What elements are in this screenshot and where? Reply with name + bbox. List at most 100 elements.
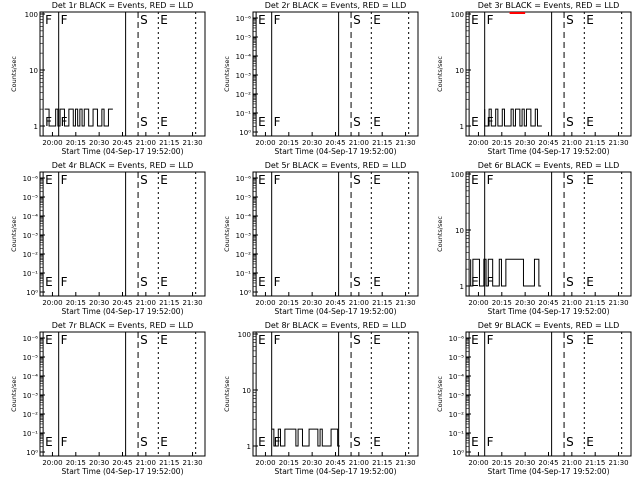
y-tick-label: 10⁻³	[23, 232, 39, 240]
x-axis-label: Start Time (04-Sep-17 19:52:00)	[488, 307, 610, 316]
x-tick-label: 20:45	[325, 459, 345, 467]
flag-label: S	[566, 435, 574, 449]
flag-label: E	[258, 13, 266, 27]
y-tick-label: 10⁻¹	[236, 270, 252, 278]
flag-label: E	[258, 435, 266, 449]
flag-label: F	[61, 173, 68, 187]
x-tick-label: 21:00	[562, 299, 582, 307]
panel-title: Det 9r BLACK = Events, RED = LLD	[478, 321, 620, 330]
y-tick-label: 10⁻⁵	[23, 194, 39, 202]
x-tick-label: 20:15	[279, 299, 299, 307]
y-tick-label: 1	[460, 123, 464, 131]
flag-label: E	[586, 275, 594, 289]
x-tick-label: 20:15	[492, 139, 512, 147]
flag-label: E	[45, 435, 53, 449]
flag-label: E	[586, 435, 594, 449]
x-tick-label: 20:15	[279, 459, 299, 467]
flag-label: S	[566, 115, 574, 129]
x-tick-label: 20:15	[492, 299, 512, 307]
x-tick-label: 21:30	[608, 139, 628, 147]
flag-label: E	[373, 13, 381, 27]
flag-label: F	[487, 13, 494, 27]
flag-label: E	[373, 333, 381, 347]
panel-title: Det 7r BLACK = Events, RED = LLD	[52, 321, 194, 330]
x-tick-label: 20:30	[302, 299, 322, 307]
flag-label: E	[586, 115, 594, 129]
flag-label: S	[353, 435, 361, 449]
x-tick-label: 21:15	[372, 139, 392, 147]
series-events-line	[484, 108, 542, 127]
series-events-line	[44, 108, 113, 127]
flag-label: E	[471, 13, 479, 27]
x-tick-label: 21:00	[349, 139, 369, 147]
x-tick-label: 20:45	[325, 299, 345, 307]
y-axis-label: Counts/sec	[436, 376, 444, 412]
panel-det-4: Det 4r BLACK = Events, RED = LLD 10⁰ 10⁻¹ 1…	[10, 161, 206, 316]
flag-label: E	[258, 275, 266, 289]
x-axis-label: Start Time (04-Sep-17 19:52:00)	[488, 467, 610, 476]
flag-label: E	[471, 173, 479, 187]
x-tick-label: 20:00	[42, 459, 62, 467]
x-tick-label: 21:00	[136, 459, 156, 467]
x-tick-label: 21:30	[182, 299, 202, 307]
y-tick-label: 1	[460, 283, 464, 291]
flag-label: E	[45, 333, 53, 347]
x-tick-label: 21:15	[585, 459, 605, 467]
y-tick-label: 10⁻⁴	[236, 53, 252, 61]
flag-label: F	[274, 275, 281, 289]
x-tick-label: 20:30	[89, 459, 109, 467]
y-tick-label: 10	[242, 387, 251, 395]
flag-label: S	[566, 13, 574, 27]
y-tick-label: 10⁻⁵	[236, 194, 252, 202]
flag-label: E	[471, 435, 479, 449]
y-tick-label: 10⁰	[239, 289, 251, 297]
x-tick-label: 21:00	[136, 139, 156, 147]
flag-label: S	[353, 275, 361, 289]
flag-label: E	[45, 275, 53, 289]
x-tick-label: 20:00	[255, 299, 275, 307]
x-tick-label: 21:00	[136, 299, 156, 307]
y-axis-label: Counts/sec	[10, 376, 18, 412]
flag-label: E	[471, 333, 479, 347]
x-tick-label: 21:15	[159, 459, 179, 467]
x-tick-label: 20:15	[279, 139, 299, 147]
x-tick-label: 20:30	[515, 139, 535, 147]
flag-label: F	[274, 435, 281, 449]
flag-label: S	[353, 333, 361, 347]
flag-label: E	[258, 173, 266, 187]
flag-label: S	[140, 173, 148, 187]
flag-label: S	[566, 275, 574, 289]
flag-label: E	[160, 275, 168, 289]
x-tick-label: 20:30	[89, 299, 109, 307]
y-tick-label: 10⁻¹	[23, 430, 39, 438]
flag-label: E	[373, 173, 381, 187]
x-tick-label: 21:15	[159, 299, 179, 307]
flag-label: S	[353, 173, 361, 187]
panel-det-9: Det 9r BLACK = Events, RED = LLD 10⁰ 10⁻¹ 1…	[436, 321, 632, 476]
flag-label: F	[274, 173, 281, 187]
flag-label: S	[566, 173, 574, 187]
x-tick-label: 20:00	[468, 139, 488, 147]
x-tick-label: 20:00	[468, 459, 488, 467]
flag-label: F	[274, 13, 281, 27]
y-tick-label: 100	[25, 11, 38, 19]
y-tick-label: 10⁻²	[236, 91, 252, 99]
x-tick-label: 21:30	[395, 139, 415, 147]
panel-title: Det 5r BLACK = Events, RED = LLD	[265, 161, 407, 170]
y-tick-label: 10⁻⁵	[236, 34, 252, 42]
flag-label: S	[566, 333, 574, 347]
flag-label: E	[586, 173, 594, 187]
x-tick-label: 20:30	[515, 459, 535, 467]
panel-det-3: Det 3r BLACK = Events, RED = LLD 1 10 100 Co…	[436, 1, 632, 156]
y-tick-label: 100	[238, 331, 251, 339]
panel-title: Det 4r BLACK = Events, RED = LLD	[52, 161, 194, 170]
flag-label: E	[586, 333, 594, 347]
y-tick-label: 10⁻³	[236, 72, 252, 80]
flag-label: E	[160, 435, 168, 449]
y-tick-label: 10⁻⁴	[23, 213, 39, 221]
flag-label: F	[487, 173, 494, 187]
y-tick-label: 10⁻³	[236, 232, 252, 240]
x-tick-label: 21:30	[182, 459, 202, 467]
panel-title: Det 1r BLACK = Events, RED = LLD	[52, 1, 194, 10]
